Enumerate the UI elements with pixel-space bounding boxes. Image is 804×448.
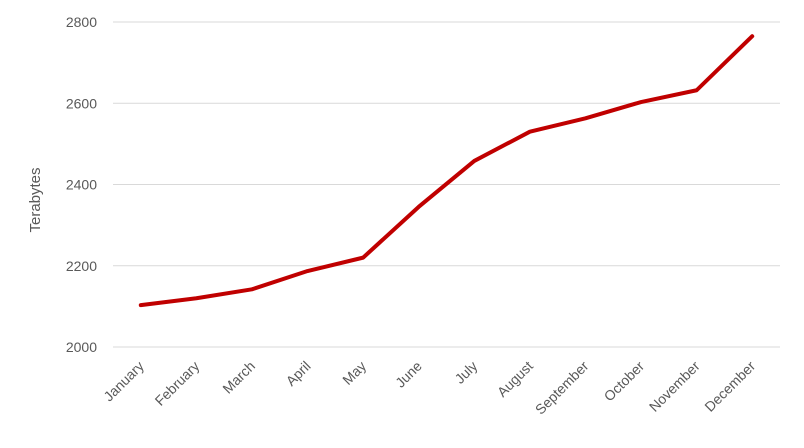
x-tick-label: December	[701, 358, 758, 415]
x-tick-label: July	[451, 358, 480, 387]
x-tick-label: January	[100, 358, 147, 405]
x-tick-label: October	[601, 358, 648, 405]
y-tick-label: 2400	[66, 177, 97, 193]
x-tick-label: March	[219, 358, 258, 397]
series-layer	[138, 34, 755, 308]
x-tick-label: June	[392, 358, 425, 391]
series-line	[138, 34, 755, 308]
y-axis-label: Terabytes	[27, 167, 44, 232]
x-tick-label: September	[532, 358, 592, 418]
x-axis-ticks: January February March April May June July Augu…	[100, 358, 758, 418]
y-tick-label: 2800	[66, 14, 97, 30]
y-tick-label: 2200	[66, 258, 97, 274]
x-tick-label: August	[494, 358, 536, 400]
y-axis-ticks: 2000 2200 2400 2600 2800	[66, 14, 97, 355]
y-tick-label: 2000	[66, 339, 97, 355]
x-tick-label: February	[152, 358, 203, 409]
x-tick-label: May	[339, 358, 369, 388]
x-tick-label: April	[283, 358, 314, 389]
x-tick-label: November	[646, 358, 703, 415]
y-tick-label: 2600	[66, 95, 97, 111]
